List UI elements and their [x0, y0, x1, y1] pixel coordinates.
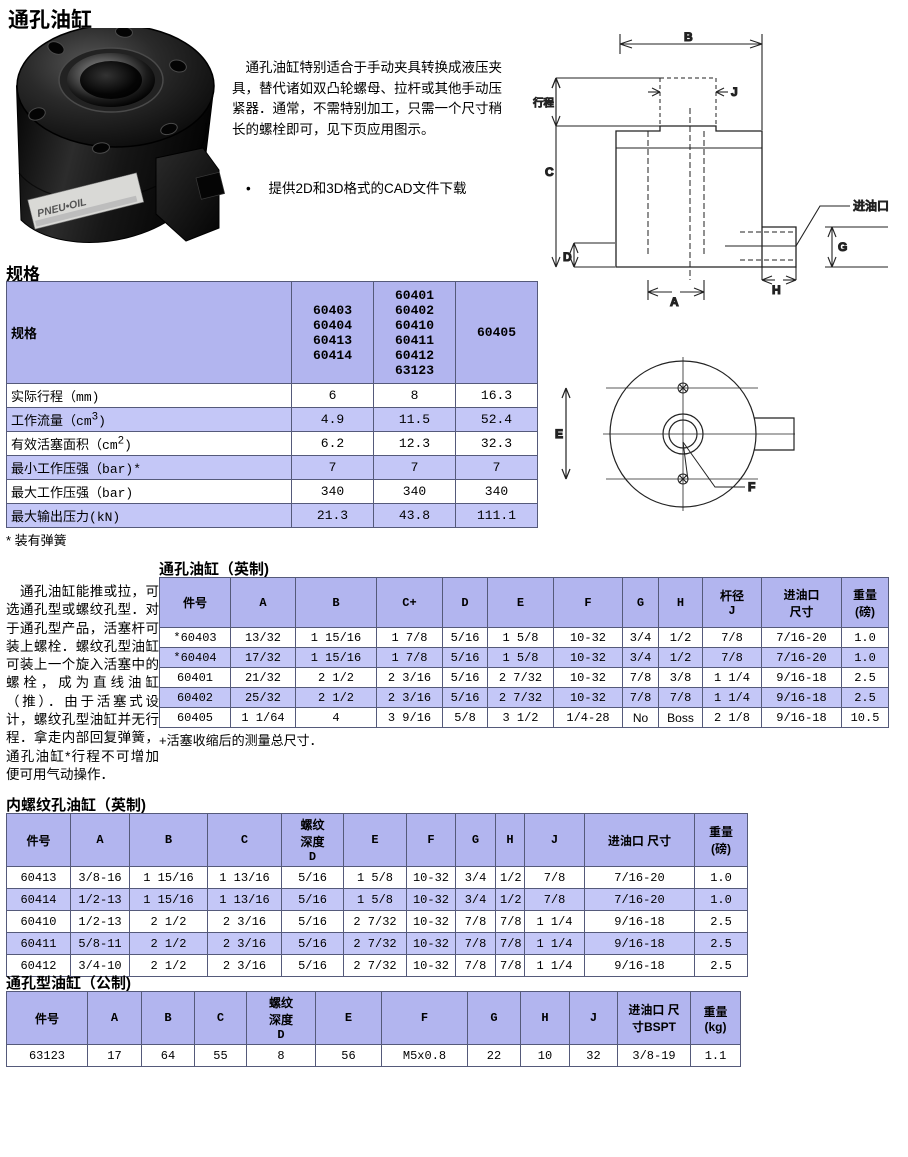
svg-text:G: G	[838, 240, 847, 254]
svg-text:J: J	[731, 85, 738, 99]
svg-text:D: D	[563, 250, 572, 264]
svg-text:A: A	[670, 295, 679, 309]
svg-text:H: H	[772, 283, 781, 297]
svg-text:行程: 行程	[533, 96, 554, 109]
svg-text:B: B	[684, 30, 693, 44]
svg-text:进油口: 进油口	[853, 199, 889, 213]
svg-text:F: F	[748, 480, 755, 494]
svg-text:C: C	[545, 165, 554, 179]
svg-text:E: E	[555, 427, 563, 441]
